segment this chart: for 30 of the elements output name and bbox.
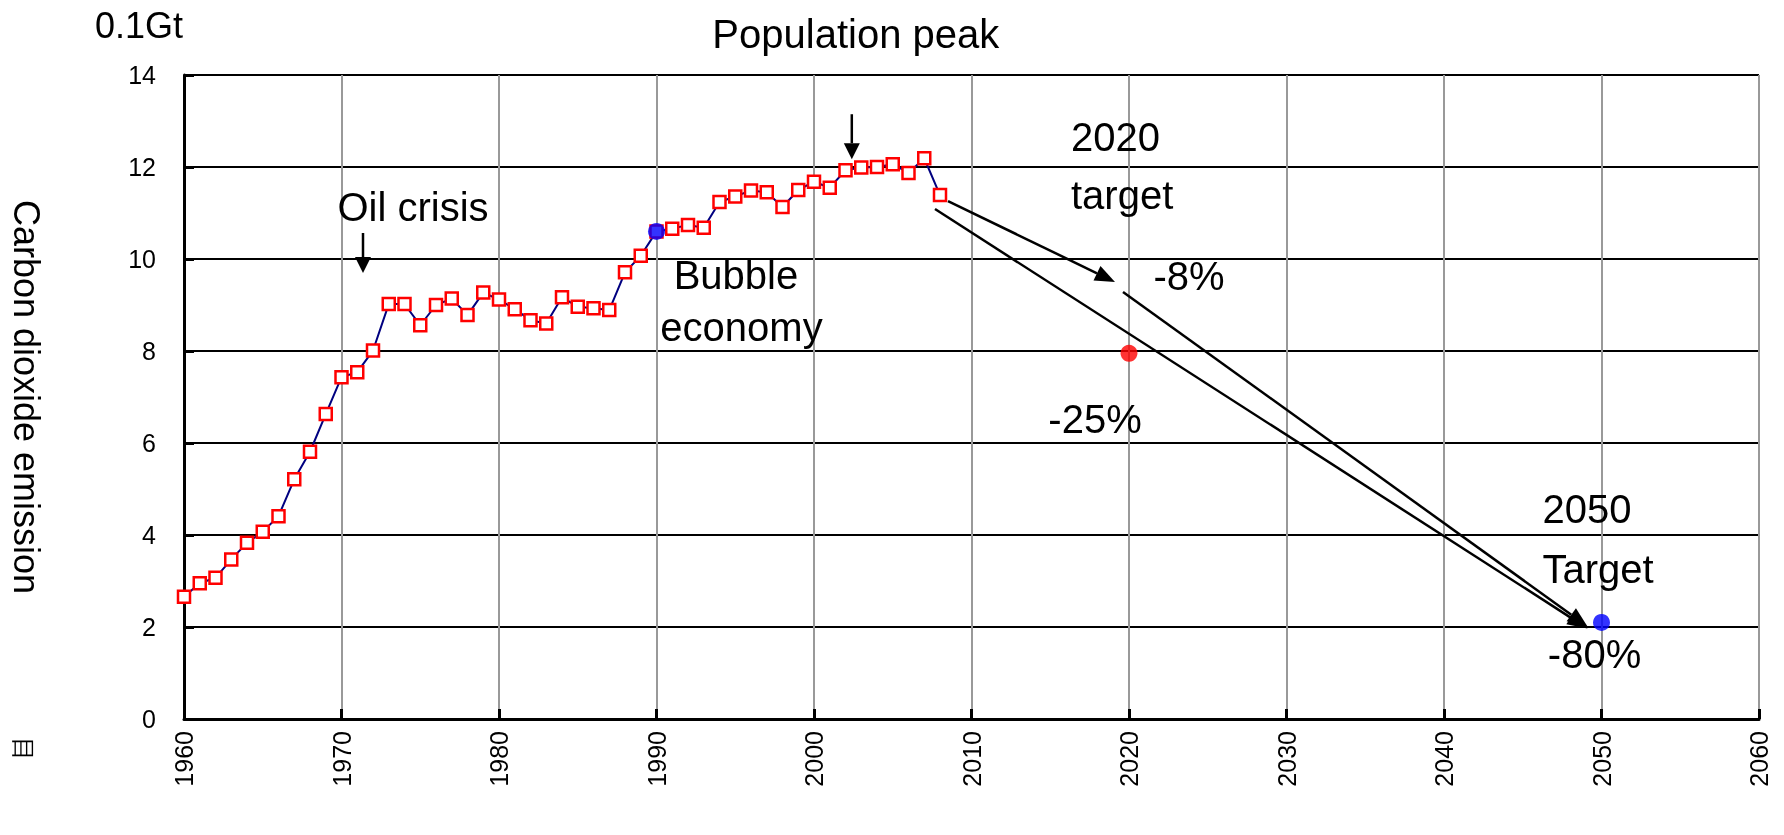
y-tick-label: 10 <box>128 245 156 273</box>
y-tick-label: 8 <box>142 337 156 365</box>
x-tick-label: 2030 <box>1272 731 1301 787</box>
y-tick-label: 0 <box>142 705 156 733</box>
x-tick-label: 2010 <box>957 731 986 787</box>
annotation: Bubble economy <box>660 253 823 350</box>
x-tick-label: 2040 <box>1430 731 1458 787</box>
y-tick-label: 12 <box>128 153 156 181</box>
y-axis-title: Carbon dioxide emission <box>5 199 47 595</box>
annotation: -25% <box>1048 397 1142 442</box>
y-tick-label: 2 <box>142 613 156 641</box>
x-tick-label: 2020 <box>1115 731 1143 787</box>
annotation: -80% <box>1547 632 1642 677</box>
text: 目 <box>9 737 37 761</box>
x-tick-label: 1980 <box>485 731 513 787</box>
y-tick-label: 14 <box>128 61 157 89</box>
x-tick-label: 1990 <box>642 731 671 787</box>
annotation: Population peak <box>712 12 1001 57</box>
annotation: 2050 Target <box>1542 487 1654 592</box>
annotation: Oil crisis <box>337 185 489 229</box>
annotation: -8% <box>1153 254 1225 298</box>
x-tick-label: 1970 <box>327 731 356 787</box>
x-tick-label: 2060 <box>1745 731 1773 787</box>
x-tick-label: 1960 <box>170 731 198 787</box>
annotation: 2020 target <box>1071 115 1174 217</box>
y-tick-label: 6 <box>142 429 156 457</box>
x-tick-label: 2000 <box>800 731 828 787</box>
x-tick-label: 2050 <box>1587 731 1616 787</box>
text: 0.1Gt <box>94 4 184 46</box>
y-tick-label: 4 <box>142 521 157 549</box>
